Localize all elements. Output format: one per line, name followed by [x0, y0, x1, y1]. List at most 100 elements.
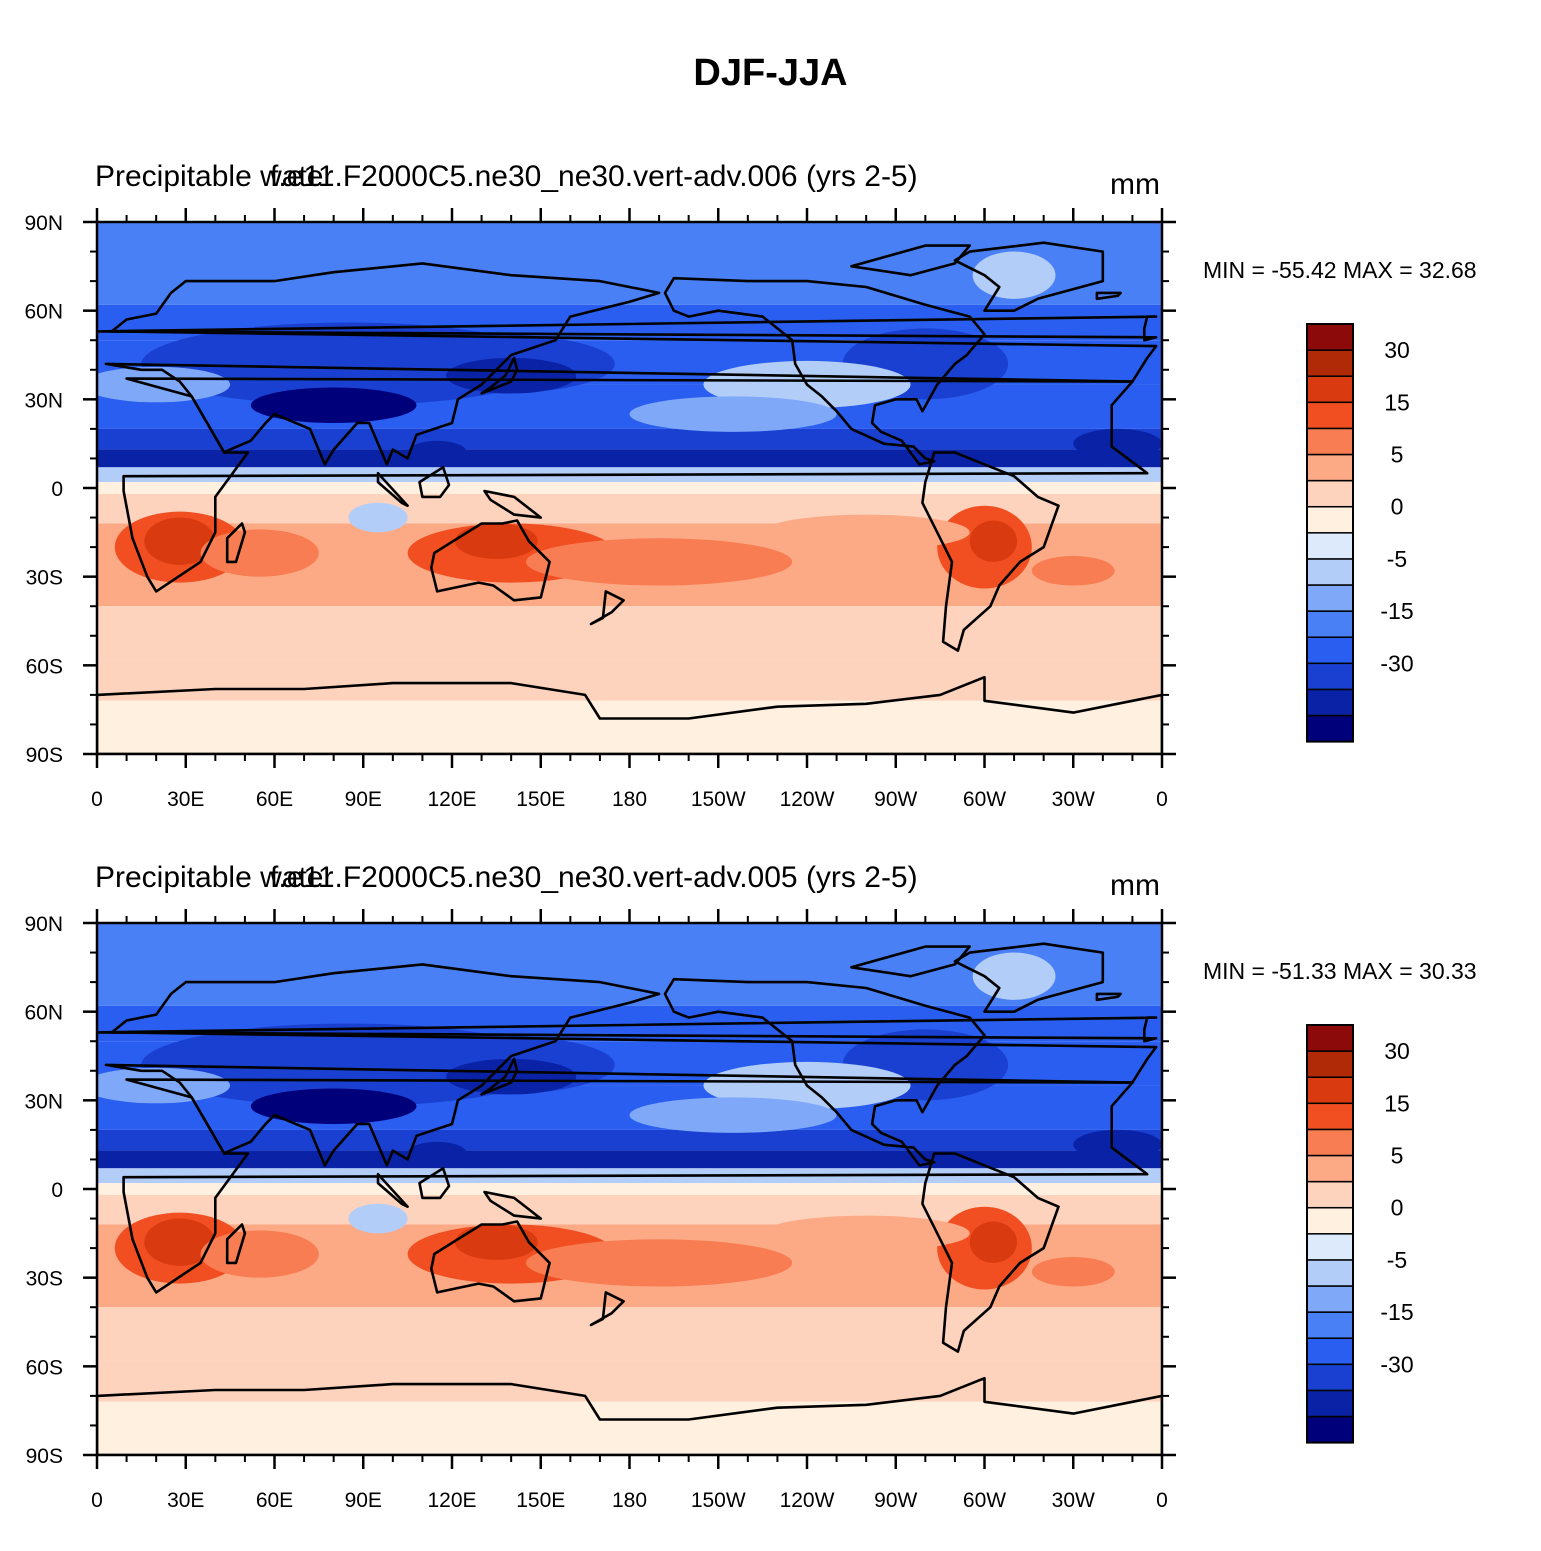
lat-tick-label: 90N	[24, 212, 63, 235]
coastline	[921, 451, 1060, 652]
map-panel-2: Precipitable water f.e11.F2000C5.ne30_ne…	[0, 851, 1541, 1551]
field-region	[1031, 555, 1115, 586]
field-band	[97, 1360, 1162, 1402]
coastline	[429, 519, 551, 602]
field-region	[1073, 428, 1162, 459]
field-region	[407, 440, 467, 465]
coastline	[480, 356, 519, 395]
colorbar-label: -30	[1380, 1351, 1413, 1377]
lon-tick-label: 0	[91, 1489, 103, 1512]
field-region	[97, 1067, 231, 1104]
lat-tick-label: 60N	[24, 301, 63, 324]
lon-tick-label: 180	[612, 1489, 647, 1512]
field-region	[629, 396, 837, 432]
field-region	[1031, 1256, 1115, 1287]
coastline	[953, 942, 1105, 1013]
colorbar-box	[1306, 453, 1354, 482]
colorbar-box	[1306, 1128, 1354, 1157]
units-label: mm	[1110, 168, 1160, 201]
colorbar-label: -15	[1380, 598, 1413, 624]
colorbar-box	[1306, 1311, 1354, 1339]
lon-tick-label: 30W	[1052, 788, 1095, 811]
field-region	[250, 1088, 417, 1124]
coastline	[418, 1166, 451, 1200]
colorbar-box	[1306, 323, 1354, 351]
colorbar-box	[1306, 505, 1354, 534]
colorbar-box	[1306, 427, 1354, 456]
field-region	[454, 523, 538, 559]
colorbar-label: -5	[1387, 1247, 1407, 1273]
panel-variable-title: Precipitable water	[95, 861, 334, 894]
coastline	[97, 675, 1162, 754]
lat-tick-label: 0	[51, 1179, 63, 1202]
lon-tick-label: 0	[91, 788, 103, 811]
colorbar-box	[1306, 662, 1354, 691]
lat-tick-label: 30S	[26, 1268, 63, 1291]
lon-tick-label: 60E	[256, 1489, 293, 1512]
lon-tick-label: 150W	[691, 1489, 746, 1512]
coastline	[663, 276, 986, 466]
lon-tick-label: 0	[1156, 1489, 1168, 1512]
field-region	[629, 1097, 837, 1133]
colorbar-box	[1306, 1102, 1354, 1131]
lon-tick-label: 60E	[256, 788, 293, 811]
field-region	[407, 1141, 467, 1166]
coastline	[376, 1172, 409, 1209]
coastline	[663, 977, 986, 1167]
map-2: 90N 60N 30N 0 30S 60S 90S 0 30E 60E 90E 120E 150E 180…	[24, 909, 1414, 1512]
coastline	[850, 945, 972, 978]
min-max-label: MIN = -51.33 MAX = 30.33	[1203, 958, 1477, 984]
map-field	[97, 923, 1162, 1455]
coastline	[921, 1152, 1060, 1353]
colorbar-box	[1306, 1363, 1354, 1392]
lon-tick-label: 30E	[167, 1489, 204, 1512]
field-band	[97, 449, 1162, 468]
units-label: mm	[1110, 869, 1160, 902]
field-region	[762, 1215, 970, 1252]
colorbar-frame	[1306, 1024, 1354, 1444]
coastline	[483, 1190, 543, 1220]
lat-tick-label: 30N	[24, 1090, 63, 1113]
lon-tick-label: 90E	[345, 1489, 382, 1512]
figure-title: DJF-JJA	[693, 52, 848, 94]
field-region	[972, 251, 1056, 299]
coastline	[97, 1016, 1158, 1043]
field-region	[525, 1239, 793, 1287]
field-region	[348, 1203, 408, 1234]
lon-tick-label: 150W	[691, 788, 746, 811]
lon-tick-label: 150E	[516, 1489, 565, 1512]
colorbar-label: -15	[1380, 1299, 1413, 1325]
field-region	[1073, 1129, 1162, 1160]
colorbar-box	[1306, 1076, 1354, 1105]
lat-tick-label: 90S	[26, 744, 63, 767]
map-panel-1: Precipitable water f.e11.F2000C5.ne30_ne…	[0, 150, 1541, 850]
field-region	[969, 1221, 1018, 1263]
lon-tick-label: 120W	[780, 1489, 835, 1512]
lon-tick-label: 120E	[427, 1489, 476, 1512]
colorbar-box	[1306, 688, 1354, 717]
colorbar-box	[1306, 401, 1354, 430]
colorbar-label: 5	[1391, 442, 1404, 468]
coastline	[97, 315, 1158, 342]
panel-case-title: f.e11.F2000C5.ne30_ne30.vert-adv.006 (yr…	[270, 160, 918, 193]
field-region	[200, 529, 319, 577]
coastline	[225, 1223, 247, 1265]
field-band	[97, 1401, 1162, 1455]
coastline	[850, 244, 972, 277]
field-region	[200, 1230, 319, 1278]
lon-tick-label: 180	[612, 788, 647, 811]
colorbar-box	[1306, 532, 1354, 560]
lon-tick-label: 90W	[874, 1489, 917, 1512]
colorbar-box	[1306, 1024, 1354, 1052]
field-band	[97, 659, 1162, 701]
field-region	[348, 502, 408, 533]
lon-tick-label: 120E	[427, 788, 476, 811]
coastline	[953, 241, 1105, 312]
field-band	[97, 1183, 1162, 1195]
colorbar-box	[1306, 584, 1354, 612]
coastline	[480, 1057, 519, 1096]
colorbar-box	[1306, 1389, 1354, 1418]
colorbar-box	[1306, 636, 1354, 665]
field-region	[525, 538, 793, 586]
colorbar-label: 30	[1384, 1038, 1410, 1064]
